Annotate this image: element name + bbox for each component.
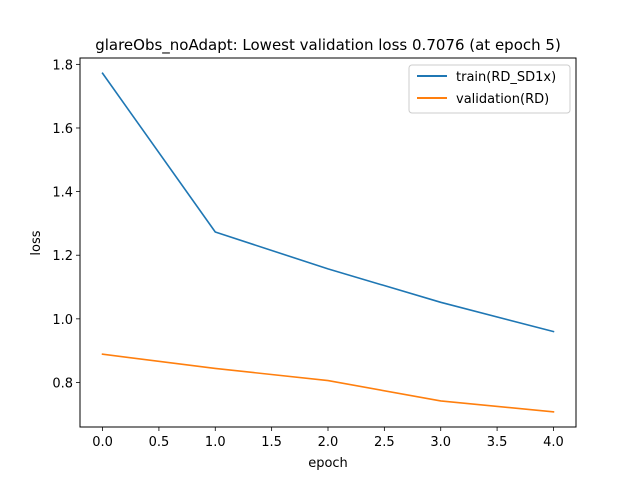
y-tick-label: 1.8 [52, 58, 73, 73]
x-tick-label: 2.0 [318, 435, 339, 450]
y-axis: 0.8 1.0 1.2 1.4 1.6 1.8 [52, 58, 80, 391]
y-tick-label: 1.6 [52, 122, 73, 137]
x-tick-label: 0.0 [92, 435, 113, 450]
x-tick-label: 3.5 [487, 435, 508, 450]
series-line-1 [101, 353, 555, 413]
legend-label-train: train(RD_SD1x) [456, 70, 556, 85]
y-tick-label: 0.8 [52, 376, 73, 391]
chart-title: glareObs_noAdapt: Lowest validation loss… [95, 36, 561, 55]
x-tick-label: 1.5 [261, 435, 282, 450]
y-tick-label: 1.0 [52, 313, 73, 328]
y-tick-label: 1.2 [52, 249, 73, 264]
legend-label-validation: validation(RD) [456, 92, 549, 107]
legend-box [408, 64, 571, 114]
x-tick-label: 2.5 [374, 435, 395, 450]
legend: train(RD_SD1x) validation(RD) [408, 64, 571, 114]
x-axis-label: epoch [308, 456, 348, 471]
x-axis: 0.0 0.5 1.0 1.5 2.0 2.5 3.0 3.5 4.0 [92, 427, 564, 450]
y-tick-label: 1.4 [52, 186, 73, 201]
x-tick-label: 1.0 [205, 435, 226, 450]
x-tick-label: 0.5 [149, 435, 170, 450]
y-axis-label: loss [29, 230, 44, 255]
x-tick-label: 3.0 [430, 435, 451, 450]
x-tick-label: 4.0 [543, 435, 564, 450]
plot-area [101, 72, 555, 413]
